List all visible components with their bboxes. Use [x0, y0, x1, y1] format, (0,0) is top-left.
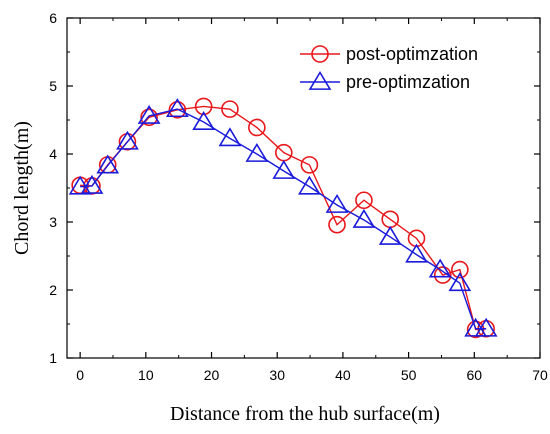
- data-point: [451, 260, 469, 279]
- y-tick-label: 6: [49, 10, 57, 26]
- x-tick-label: 60: [467, 367, 483, 383]
- data-point: [272, 159, 296, 179]
- series-post-optimzation: [71, 97, 495, 339]
- x-tick-label: 70: [532, 367, 548, 383]
- data-point: [378, 225, 402, 245]
- data-point: [474, 317, 498, 337]
- x-tick-label: 30: [269, 367, 285, 383]
- y-tick-label: 1: [49, 350, 57, 366]
- legend-label: post-optimzation: [346, 44, 478, 64]
- data-point: [221, 100, 239, 118]
- data-point: [68, 175, 92, 195]
- y-axis-title: Chord length(m): [11, 121, 33, 255]
- data-point: [140, 108, 158, 127]
- data-point: [355, 191, 373, 210]
- legend-marker: [311, 45, 329, 63]
- data-point: [192, 110, 216, 130]
- data-point: [245, 142, 269, 162]
- data-point: [428, 258, 452, 278]
- legend-label: pre-optimzation: [346, 72, 470, 92]
- data-point: [116, 130, 139, 150]
- data-point: [352, 208, 376, 228]
- x-tick-label: 20: [204, 367, 220, 383]
- x-tick-label: 40: [335, 367, 351, 383]
- data-point: [325, 193, 349, 213]
- data-point: [165, 98, 189, 118]
- data-point: [298, 175, 321, 195]
- x-axis-title: Distance from the hub surface(m): [170, 403, 440, 425]
- series-layer: [68, 97, 498, 339]
- data-point: [405, 243, 428, 263]
- data-point: [300, 156, 319, 174]
- data-point: [137, 104, 161, 124]
- y-tick-label: 2: [49, 282, 57, 298]
- legend-item: pre-optimzation: [300, 70, 470, 92]
- data-point: [218, 127, 242, 147]
- data-point: [433, 266, 452, 284]
- data-point: [80, 174, 104, 194]
- data-point: [248, 118, 266, 137]
- legend-marker: [308, 70, 332, 90]
- series-line: [80, 108, 487, 330]
- x-tick-label: 50: [401, 367, 417, 383]
- legend-item: post-optimzation: [300, 44, 478, 64]
- legend: post-optimzation pre-optimzation: [300, 44, 478, 92]
- data-point: [328, 215, 346, 234]
- data-point: [448, 272, 472, 292]
- series-pre-optimzation: [68, 98, 498, 337]
- y-tick-label: 4: [49, 146, 57, 162]
- data-point: [194, 97, 213, 116]
- y-axis-ticks: 1 2 3 4 5 6: [49, 10, 540, 366]
- data-point: [96, 154, 120, 174]
- x-axis-ticks: 0 10 20 30 40 50 60 70: [76, 18, 548, 383]
- data-point: [168, 101, 187, 119]
- series-line: [80, 105, 487, 331]
- y-tick-label: 3: [49, 214, 57, 230]
- y-tick-label: 5: [49, 78, 57, 94]
- x-tick-label: 0: [76, 367, 84, 383]
- x-tick-label: 10: [138, 367, 154, 383]
